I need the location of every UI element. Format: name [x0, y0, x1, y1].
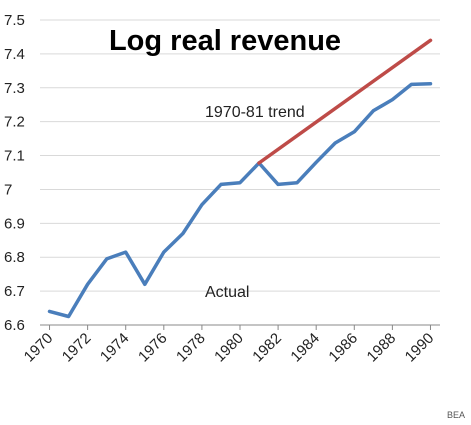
- y-tick-label: 7.1: [4, 148, 25, 165]
- y-tick-label: 6.9: [4, 215, 25, 232]
- chart-title: Log real revenue: [109, 25, 341, 57]
- y-tick-label: 7.4: [4, 46, 25, 63]
- trend-series-line: [257, 38, 433, 165]
- x-tick-label: 1988: [364, 330, 400, 366]
- x-tick-label: 1976: [135, 330, 171, 366]
- source-label: BEA: [447, 410, 465, 420]
- actual-label: Actual: [205, 284, 249, 301]
- x-tick-label: 1982: [249, 330, 285, 366]
- y-tick-label: 6.8: [4, 249, 25, 266]
- gridlines: [40, 19, 440, 292]
- x-tick-label: 1984: [287, 330, 323, 366]
- x-tick-label: 1972: [59, 330, 95, 366]
- y-tick-label: 7.5: [4, 12, 25, 29]
- y-tick-label: 7.2: [4, 114, 25, 131]
- x-tick-label: 1986: [325, 330, 361, 366]
- y-tick-label: 7: [4, 181, 12, 198]
- x-axis: [40, 324, 440, 330]
- series-lines: [47, 38, 433, 319]
- y-tick-label: 6.6: [4, 317, 25, 334]
- y-tick-label: 6.7: [4, 283, 25, 300]
- x-tick-label: 1990: [402, 330, 438, 366]
- trend-label: 1970-81 trend: [205, 104, 305, 121]
- y-tick-labels: 6.6 6.7 6.8 6.9 7 7.1 7.2 7.3 7.4 7.5: [4, 12, 25, 334]
- x-tick-label: 1978: [173, 330, 209, 366]
- x-tick-label: 1980: [211, 330, 247, 366]
- x-tick-label: 1970: [21, 330, 57, 366]
- actual-series-line: [47, 81, 433, 319]
- x-tick-labels: 1970 1972 1974 1976 1978 1980 1982 1984 1986 1988…: [21, 330, 438, 366]
- y-tick-label: 7.3: [4, 80, 25, 97]
- x-tick-label: 1974: [97, 330, 133, 366]
